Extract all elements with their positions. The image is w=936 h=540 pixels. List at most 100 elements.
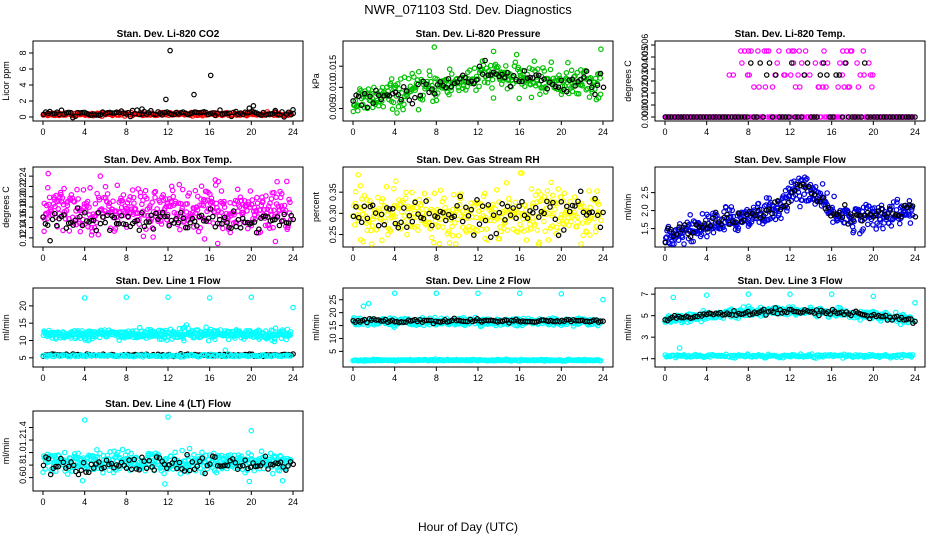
data-point	[191, 218, 198, 225]
data-point	[884, 214, 890, 220]
y-tick-label: 0.22	[18, 178, 28, 196]
data-point	[455, 232, 462, 239]
data-point	[751, 84, 757, 90]
data-point	[594, 188, 600, 194]
data-point	[890, 199, 897, 205]
data-point	[586, 318, 593, 325]
y-tick-label: 0.005	[328, 97, 338, 120]
data-point	[374, 194, 381, 201]
data-point	[381, 93, 387, 99]
data-point	[528, 94, 535, 101]
data-point	[690, 114, 697, 120]
data-point	[104, 191, 111, 197]
data-point	[49, 216, 56, 223]
data-point	[220, 225, 226, 232]
y-tick-label: 7	[640, 292, 650, 297]
data-point	[375, 92, 382, 99]
data-point	[552, 216, 559, 223]
data-point	[279, 109, 285, 115]
data-point	[102, 219, 109, 226]
data-point	[164, 213, 171, 220]
data-point	[552, 206, 558, 213]
data-point	[780, 203, 787, 210]
data-point	[146, 219, 152, 225]
data-point	[381, 222, 388, 228]
data-point	[400, 319, 407, 326]
data-point	[278, 191, 285, 197]
data-point	[706, 114, 713, 120]
data-point	[150, 352, 157, 359]
data-point	[729, 207, 736, 214]
data-point	[459, 208, 466, 214]
data-point	[827, 114, 833, 120]
x-tick-label: 4	[704, 253, 709, 263]
data-point	[802, 307, 808, 313]
data-point	[482, 57, 488, 64]
data-point	[485, 202, 492, 208]
data-point	[679, 227, 685, 233]
data-point	[848, 48, 855, 54]
data-point	[389, 90, 396, 97]
data-point	[179, 332, 186, 339]
data-point	[379, 196, 386, 202]
data-point	[837, 60, 843, 66]
data-point	[699, 224, 705, 231]
data-point	[755, 207, 761, 214]
data-point	[789, 48, 796, 54]
data-point	[214, 240, 221, 247]
data-point	[479, 203, 486, 210]
data-point	[719, 114, 726, 120]
data-point	[485, 72, 492, 79]
data-point	[150, 111, 157, 117]
data-point	[524, 75, 531, 81]
y-tick-label: 0.010	[328, 76, 338, 99]
data-point	[524, 215, 531, 222]
data-point	[412, 87, 419, 93]
data-point	[785, 48, 792, 54]
data-point	[431, 190, 438, 197]
data-point	[416, 196, 423, 203]
data-point	[144, 195, 150, 202]
data-point	[776, 114, 783, 120]
data-point	[248, 294, 255, 301]
data-point	[701, 220, 708, 227]
data-point	[44, 222, 51, 229]
data-point	[493, 356, 500, 363]
data-point	[552, 83, 559, 90]
x-tick-label: 20	[556, 127, 566, 137]
data-point	[149, 199, 156, 206]
x-tick-label: 12	[473, 373, 483, 383]
data-point	[513, 51, 520, 58]
data-point	[370, 100, 376, 106]
data-point	[448, 87, 455, 94]
data-point	[290, 304, 296, 311]
data-point	[545, 237, 552, 243]
x-tick-label: 8	[124, 253, 129, 263]
data-point	[728, 204, 735, 210]
data-point	[436, 241, 443, 247]
data-point	[246, 105, 253, 112]
data-point	[476, 83, 482, 90]
data-point	[842, 60, 849, 66]
x-tick-label: 8	[746, 127, 751, 137]
data-point	[501, 317, 508, 323]
data-point	[364, 197, 370, 203]
data-point	[378, 211, 385, 218]
data-point	[187, 210, 194, 217]
panel-title: Stan. Dev. Amb. Box Temp.	[104, 155, 232, 166]
data-point	[853, 212, 860, 218]
data-point	[264, 214, 271, 220]
x-tick-label: 4	[392, 373, 397, 383]
data-point	[540, 218, 547, 225]
data-point	[774, 60, 781, 66]
x-tick-label: 20	[246, 127, 256, 137]
x-tick-label: 12	[473, 127, 483, 137]
data-point	[484, 237, 491, 243]
data-point	[814, 114, 820, 120]
x-tick-label: 12	[163, 373, 173, 383]
data-point	[450, 191, 457, 198]
data-point	[590, 215, 597, 222]
data-point	[740, 304, 747, 310]
data-point	[360, 238, 367, 245]
